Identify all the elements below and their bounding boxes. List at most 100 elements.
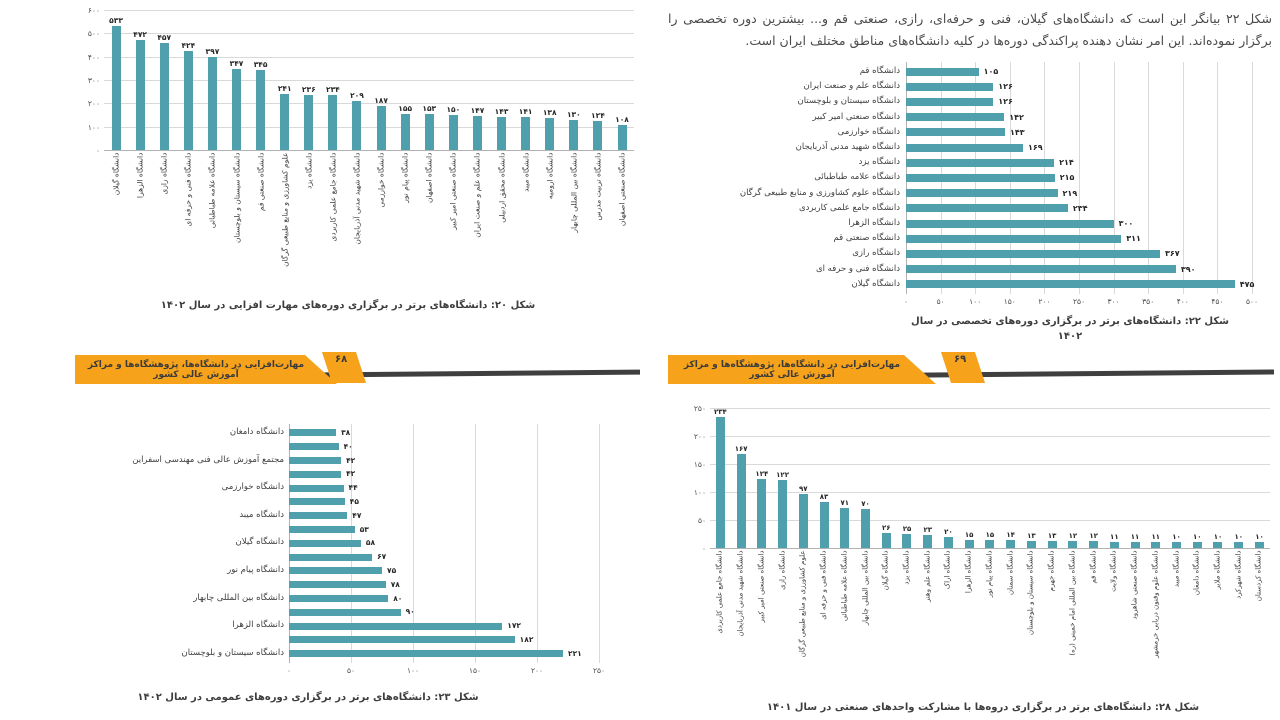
category-cell: دانشگاه شهرکرد [1228,550,1249,692]
category-cell: دانشگاه یزد [297,152,321,290]
banner-title: مهارت‌افزایی در دانشگاه‌ها، پژوهشگاه‌ها … [668,355,936,384]
category-label: دانشگاه الزهرا [848,218,900,228]
left-page-header-banner: مهارت‌افزایی در دانشگاه‌ها، پژوهشگاه‌ها … [75,350,641,388]
category-label: دانشگاه سیستان و بلوچستان [232,152,242,243]
value-label: ۷۰ [861,499,870,508]
bar [183,51,193,150]
value-label: ۴۰ [343,441,353,451]
value-label: ۲۰۹ [350,91,364,101]
category-cell: دانشگاه علامه طباطبائی [834,550,855,692]
category-label: دانشگاه محقق اردبیلی [497,152,507,223]
x-axis-tick-label: ۲۰۰ [1038,297,1051,306]
gridline [104,33,634,35]
category-label: دانشگاه دامغان [229,427,284,437]
gridline [1217,62,1219,294]
x-axis-tick-label: ۱۰۰ [969,297,982,306]
bar-slot: ۴۵۷ [152,10,176,150]
x-axis-tick-label: ۵۰ [346,665,356,675]
bar [289,539,361,547]
bar [798,493,808,548]
bar-slot: ۱۵ [959,408,980,548]
bar-slot: ۱۳۸ [538,10,562,150]
category-cell: دانشگاه رازی [152,152,176,290]
category-cell: دانشگاه جهرم [1042,550,1063,692]
value-label: ۱۱ [1130,532,1140,541]
category-label: دانشگاه اراک [943,550,952,590]
category-label: دانشگاه علامه طباطبائی [840,550,849,622]
value-label: ۱۲۴ [591,111,605,121]
value-label: ۲۱۴ [1059,158,1074,168]
bar [1130,541,1140,548]
value-label: ۱۰ [1192,533,1202,542]
bar [289,470,342,478]
category-label: دانشگاه پیام نور [985,550,994,598]
gridline [710,436,1270,437]
bars-container: ۵۳۳ ۴۷۲ ۴۵۷ ۴۲۴ ۳۹۷ ۳۴۷ ۳۴۵ ۲۴۱ ۲۳۶ ۲۳۴ ۲۰۹ ۱۸۷ ۱۵۵ ۱… [104,10,634,150]
category-cell: دانشگاه ولایت [1104,550,1125,692]
right-page-header-banner: مهارت‌افزایی در دانشگاه‌ها، پژوهشگاه‌ها … [668,350,1278,388]
bar [985,539,995,548]
value-label: ۲۳۴ [326,85,340,95]
category-label: دانشگاه سیستان و بلوچستان [797,96,900,107]
value-label: ۱۴۳ [1009,127,1025,137]
value-label: ۱۳ [1027,531,1036,540]
bar [906,82,994,91]
value-label: ۲۵ [902,525,912,533]
category-cell: دانشگاه خوارزمی [369,152,393,290]
category-label [78,633,284,647]
value-label: ۴۲ [346,469,356,479]
value-label: ۱۴۷ [470,105,485,115]
value-label: ۷۸ [390,579,400,589]
category-cell: دانشگاه صنعتی اصفهان [610,152,634,290]
category-label: دانشگاه اصفهان [424,152,434,203]
category-cell: دانشگاه سیستان و بلوچستان [1021,550,1042,692]
bar [902,534,912,548]
category-cell: دانشگاه تربیت مدرس [586,152,610,290]
category-label: دانشگاه فنی و حرفه ای [819,550,828,620]
category-cell: دانشگاه گیلان [104,152,128,290]
bar-slot: ۲۳ [917,408,938,548]
category-cell: دانشگاه فنی و حرفه ای [176,152,200,290]
category-label: دانشگاه ولایت [1109,550,1118,592]
category-cell: دانشگاه صنعتی امیر کبیر [751,550,772,692]
bar [906,158,1055,167]
category-label: دانشگاه جامع علمی کاربردی [799,202,900,213]
value-label: ۱۰ [1172,533,1181,542]
bar [757,478,767,548]
category-label: مجتمع آموزش عالی فنی مهندسی اسفراین [132,454,284,465]
category-label: دانشگاه سیستان و بلوچستان [181,647,284,658]
category-cell: دانشگاه علم وهنر [917,550,938,692]
category-cell: دانشگاه صنعتی شاهرود [1125,550,1146,692]
value-label: ۵۳ [359,524,369,534]
x-axis-tick-label: ۲۵۰ [1072,297,1086,306]
bar [1172,542,1182,548]
page-number: ۶۹ [953,354,967,365]
bar-slot: ۱۵ [980,408,1001,548]
bar [840,508,850,548]
bar-slot: ۲۵ [897,408,918,548]
category-label: دانشگاه میبد [239,509,284,520]
gridline [1252,62,1253,294]
bar [448,115,458,150]
value-label: ۶۷ [377,552,387,562]
bar [736,454,746,548]
bar-slot: ۱۴۳ [490,10,514,150]
gridline [1148,62,1150,294]
bar [1089,541,1099,548]
bar-slot: ۷۱ [834,408,855,548]
page-number: ۶۸ [334,354,348,365]
banner-title: مهارت‌افزایی در دانشگاه‌ها، پژوهشگاه‌ها … [75,355,337,384]
bar [352,101,362,150]
category-cell: دانشگاه محقق اردبیلی [490,152,514,290]
bars-container: ۲۳۴ ۱۶۷ ۱۲۴ ۱۲۲ ۹۷ ۸۳ ۷۱ ۷۰ ۲۶ ۲۵ ۲۳ ۲۰ ۱۵ ۱۵ ۱۴ ۱۳ ۱۳ ۱۲… [710,408,1270,548]
bar-slot: ۱۰ [1187,408,1208,548]
plot-area: ۰ ۵۰ ۱۰۰ ۱۵۰ ۲۰۰ ۲۵۰ ۲۳۴ ۱۶۷ ۱۲۴ ۱۲۲ ۹۷ ۸۳ ۷۱ ۷۰ ۲۶ ۲۵ ۲… [694,404,1270,553]
x-axis-tick-label: ۱۵۰ [468,665,482,675]
figure-22-caption: شکل ۲۲: دانشگاه‌های برتر در برگزاری دوره… [911,316,1229,342]
bar-slot: ۳۹۷ [200,10,224,150]
category-label: دانشگاه خوارزمی [221,482,284,493]
value-label: ۴۲۴ [181,41,196,51]
bar-slot: ۵۳۳ [104,10,128,150]
value-label: ۱۵۰ [446,105,461,114]
value-label: ۱۲۴ [755,469,769,478]
